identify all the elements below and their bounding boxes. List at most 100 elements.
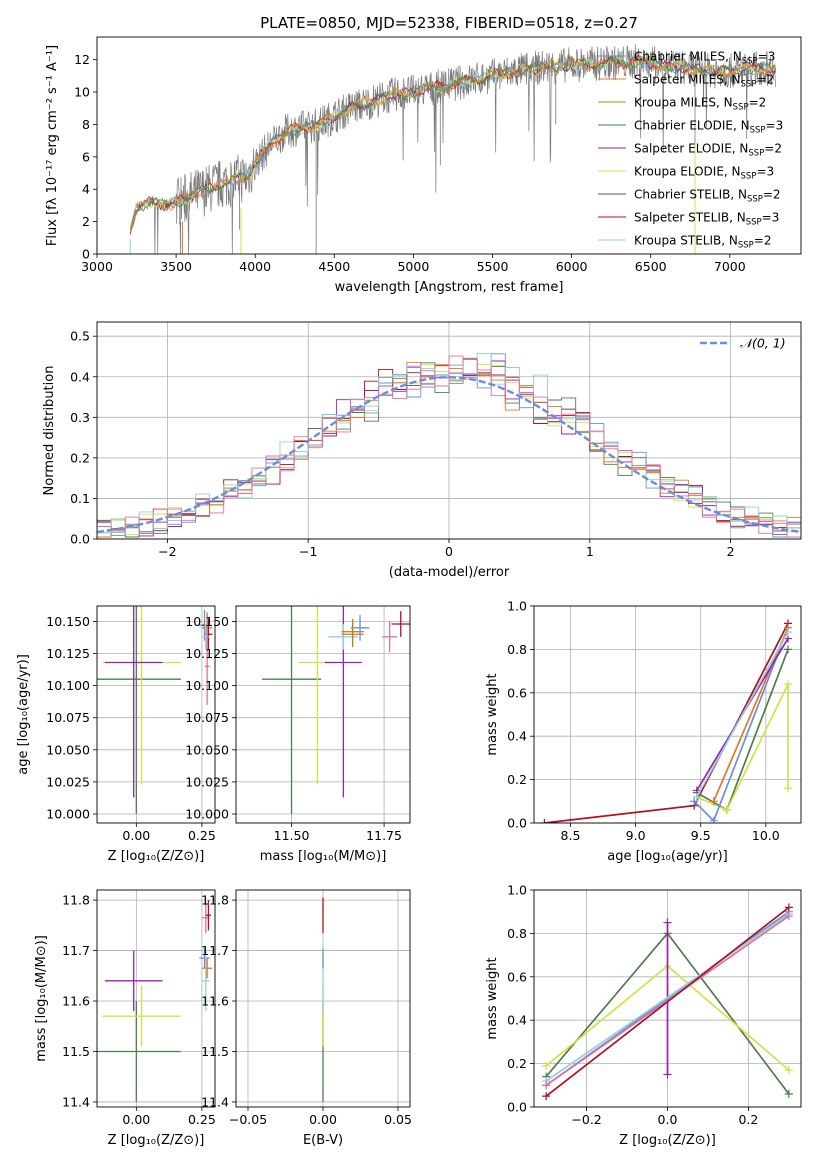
y-tick-label: 2 — [82, 214, 90, 229]
panel-spectrum: 3000 3500 4000 4500 5000 5500 6000 6500 7000 0 2 4 6… — [45, 36, 802, 295]
y-tick-label: 4 — [82, 182, 90, 197]
panel-age-vs-z: 0.00 0.25 10.000 10.025 10.050 10.075 10.100 10… — [16, 605, 216, 864]
plot-area — [129, 43, 777, 254]
y-axis-label: mass weight — [485, 673, 500, 755]
axes-frame — [533, 605, 802, 824]
y-tick-label: 11.5 — [201, 1044, 229, 1059]
y-axis-label: Normed distribution — [42, 366, 57, 496]
y-tick-label: 10.100 — [185, 678, 229, 693]
series-line-salpeter-miles-marker — [709, 797, 718, 806]
y-tick-label: 0.4 — [507, 1013, 527, 1028]
y-tick-label: 11.8 — [201, 893, 229, 908]
series-line-kroupa-stelib — [545, 913, 790, 1082]
series-line-salpeter-elodie-marker — [663, 1070, 672, 1079]
x-tick-label: 1 — [586, 544, 594, 559]
x-tick-label: 11.75 — [366, 828, 402, 843]
y-tick-label: 10.125 — [185, 646, 229, 661]
legend-entry: Salpeter ELODIE, NSSP=2 — [634, 142, 782, 159]
y-tick-label: 10.100 — [46, 678, 90, 693]
legend-entry: Kroupa MILES, NSSP=2 — [634, 96, 766, 113]
x-tick-label: 0.00 — [122, 1112, 150, 1127]
y-tick-label: 11.4 — [62, 1094, 90, 1109]
y-tick-label: 12 — [74, 52, 90, 67]
legend-entry: Salpeter STELIB, NSSP=3 — [634, 211, 779, 228]
series-line-chabrier-elodie — [129, 55, 777, 230]
y-tick-label: 0.2 — [507, 772, 527, 787]
series-line-kroupa-elodie-marker — [783, 680, 792, 689]
panel-weight-vs-z: −0.2 0.0 0.2 0.0 0.2 0.4 0.6 0.8 1.0 Z [log₁₀(Z/Z… — [485, 883, 802, 1148]
y-tick-label: 10.150 — [46, 614, 90, 629]
series-line-pink-marker — [542, 1081, 551, 1090]
plot-area — [97, 900, 213, 1102]
x-tick-label: 3500 — [160, 259, 192, 274]
series-line-pink — [545, 915, 790, 1086]
plot-area — [540, 619, 792, 823]
panel-mass-vs-ebv: −0.05 0.00 0.05 11.4 11.5 11.6 11.7 11.8 E(B-V) — [201, 889, 412, 1148]
y-tick-label: 8 — [82, 117, 90, 132]
x-tick-label: −0.2 — [571, 1112, 601, 1127]
axes-frame — [96, 889, 216, 1108]
y-tick-label: 0.0 — [70, 532, 90, 547]
x-axis-label: age [log₁₀(age/yr)] — [607, 849, 728, 864]
y-axis-label: age [log₁₀(age/yr)] — [16, 654, 31, 775]
y-tick-label: 11.6 — [62, 994, 90, 1009]
y-tick-label: 0.8 — [507, 642, 527, 657]
series-line-chabrier-miles — [129, 54, 777, 234]
series-line-chabrier-elodie-marker — [783, 645, 792, 654]
x-axis-label: Z [log₁₀(Z/Z⊙)] — [108, 849, 205, 864]
x-tick-label: 0.05 — [384, 1112, 412, 1127]
x-tick-label: 3000 — [81, 259, 113, 274]
series-line-salpeter-elodie-marker — [663, 918, 672, 927]
y-tick-label: 10.000 — [185, 807, 229, 822]
legend-entry: Salpeter MILES, NSSP=2 — [634, 73, 774, 90]
series-line-pink-marker — [784, 912, 793, 921]
panel-age-vs-mass: 11.50 11.75 10.000 10.025 10.050 10.075 10.100… — [185, 605, 411, 864]
y-tick-label: 0.1 — [70, 491, 90, 506]
y-axis-label: mass [log₁₀(M/M⊙)] — [34, 935, 49, 1062]
axes-frame — [235, 889, 411, 1108]
y-tick-label: 10.050 — [185, 742, 229, 757]
axes-frame — [96, 605, 216, 824]
y-tick-label: 11.7 — [201, 943, 229, 958]
y-tick-label: 0.5 — [70, 329, 90, 344]
x-axis-label: (data-model)/error — [389, 565, 510, 580]
x-tick-label: 5500 — [477, 259, 509, 274]
axes-frame — [96, 321, 802, 540]
legend: Chabrier MILES, NSSP=3 Salpeter MILES, NS… — [598, 50, 783, 251]
series-line-observed — [129, 43, 777, 254]
y-tick-label: 1.0 — [507, 599, 527, 614]
series-line-kroupa-elodie-marker — [783, 784, 792, 793]
x-tick-label: 0.00 — [122, 828, 150, 843]
series-line-kroupa-elodie-marker — [722, 805, 731, 814]
series-line-kroupa-elodie — [696, 683, 789, 812]
y-tick-label: 11.5 — [62, 1044, 90, 1059]
series-line-salpeter-miles — [129, 55, 777, 233]
plot-area — [542, 903, 793, 1101]
y-tick-label: 10.025 — [185, 774, 229, 789]
x-tick-label: 0.25 — [188, 1112, 216, 1127]
y-tick-label: 0.2 — [70, 450, 90, 465]
x-axis-label: Z [log₁₀(Z/Z⊙)] — [108, 1133, 205, 1148]
y-tick-label: 11.6 — [201, 994, 229, 1009]
legend-entry: Chabrier ELODIE, NSSP=3 — [634, 119, 783, 136]
x-axis-label: Z [log₁₀(Z/Z⊙)] — [619, 1133, 716, 1148]
x-tick-label: 11.50 — [274, 828, 310, 843]
x-tick-label: 9.0 — [626, 828, 646, 843]
x-tick-label: −0.05 — [229, 1112, 267, 1127]
y-tick-label: 0.4 — [507, 729, 527, 744]
y-tick-label: 10.125 — [46, 646, 90, 661]
panel-mass-vs-z: 0.00 0.25 11.4 11.5 11.6 11.7 11.8 Z [log₁₀(Z/Z… — [34, 889, 216, 1148]
x-tick-label: 6000 — [556, 259, 588, 274]
plot-area — [97, 353, 801, 539]
axes-frame — [533, 889, 802, 1108]
y-tick-label: 11.4 — [201, 1094, 229, 1109]
x-tick-label: 9.5 — [691, 828, 711, 843]
plot-area — [261, 606, 410, 815]
y-tick-label: 0.6 — [507, 969, 527, 984]
legend-entry: Kroupa STELIB, NSSP=2 — [634, 234, 772, 251]
y-tick-label: 1.0 — [507, 883, 527, 898]
y-tick-label: 10.075 — [46, 710, 90, 725]
y-tick-label: 0.4 — [70, 369, 90, 384]
x-axis-label: wavelength [Angstrom, rest frame] — [335, 280, 564, 295]
